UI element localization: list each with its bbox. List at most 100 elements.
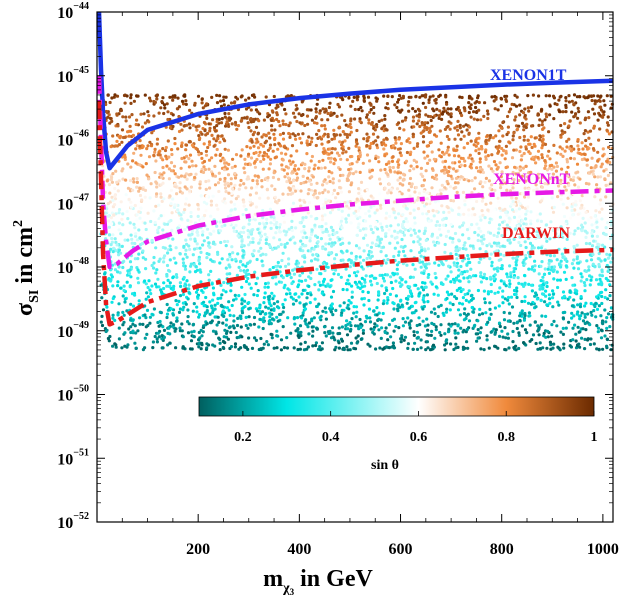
- scatter-point: [548, 157, 552, 161]
- scatter-point: [192, 302, 196, 306]
- scatter-point: [547, 297, 552, 301]
- scatter-point: [338, 237, 342, 241]
- scatter-point: [441, 160, 445, 164]
- scatter-point: [472, 110, 476, 114]
- scatter-point: [454, 169, 458, 173]
- scatter-point: [525, 122, 529, 126]
- scatter-point: [303, 200, 307, 204]
- scatter-point: [286, 214, 290, 218]
- scatter-point: [412, 167, 416, 171]
- scatter-point: [338, 133, 342, 137]
- scatter-point: [194, 164, 198, 168]
- scatter-point: [487, 346, 491, 350]
- scatter-point: [548, 340, 553, 344]
- scatter-point: [344, 267, 348, 271]
- scatter-point: [201, 230, 205, 234]
- scatter-points: [99, 93, 615, 352]
- scatter-point: [396, 178, 400, 182]
- scatter-point: [524, 147, 528, 151]
- scatter-point: [383, 330, 387, 335]
- scatter-point: [412, 146, 416, 150]
- scatter-point: [551, 296, 555, 300]
- scatter-point: [217, 117, 221, 121]
- scatter-point: [400, 225, 405, 229]
- scatter-point: [282, 168, 286, 172]
- scatter-point: [505, 223, 509, 227]
- scatter-point: [395, 263, 399, 267]
- scatter-point: [215, 101, 220, 105]
- scatter-point: [239, 325, 243, 329]
- scatter-point: [390, 201, 394, 205]
- scatter-point: [201, 233, 205, 237]
- scatter-point: [307, 166, 311, 170]
- scatter-point: [306, 211, 310, 215]
- scatter-point: [268, 268, 272, 272]
- scatter-point: [231, 157, 235, 161]
- scatter-point: [431, 209, 435, 213]
- scatter-point: [405, 150, 409, 155]
- scatter-point: [131, 159, 135, 163]
- scatter-point: [596, 326, 601, 330]
- scatter-point: [165, 302, 169, 307]
- scatter-point: [359, 180, 364, 184]
- scatter-point: [523, 107, 527, 111]
- scatter-point: [386, 298, 390, 302]
- scatter-point: [278, 238, 282, 242]
- scatter-point: [595, 245, 599, 249]
- scatter-point: [381, 245, 386, 249]
- scatter-point: [264, 134, 268, 138]
- scatter-point: [208, 321, 213, 325]
- scatter-point: [115, 180, 119, 184]
- scatter-point: [406, 346, 410, 350]
- scatter-point: [159, 214, 163, 218]
- scatter-point: [334, 196, 338, 200]
- scatter-point: [544, 94, 548, 98]
- scatter-point: [411, 347, 415, 351]
- scatter-point: [512, 270, 516, 274]
- scatter-point: [230, 122, 234, 126]
- scatter-point: [264, 238, 268, 242]
- scatter-point: [155, 340, 159, 344]
- scatter-point: [517, 240, 521, 245]
- scatter-point: [367, 118, 371, 122]
- scatter-point: [540, 260, 544, 264]
- scatter-point: [327, 233, 331, 237]
- scatter-point: [580, 311, 584, 315]
- scatter-point: [170, 211, 174, 215]
- scatter-point: [223, 179, 227, 183]
- scatter-point: [289, 276, 293, 280]
- scatter-point: [186, 331, 191, 335]
- scatter-point: [410, 182, 414, 186]
- scatter-point: [249, 203, 253, 207]
- scatter-point: [571, 213, 575, 217]
- scatter-point: [447, 165, 451, 169]
- scatter-point: [585, 158, 589, 162]
- scatter-point: [465, 128, 469, 132]
- scatter-point: [207, 167, 211, 171]
- scatter-point: [406, 297, 410, 301]
- scatter-point: [227, 222, 231, 226]
- scatter-point: [543, 142, 548, 146]
- scatter-point: [294, 226, 298, 230]
- scatter-point: [245, 177, 249, 181]
- scatter-point: [538, 287, 542, 291]
- scatter-point: [247, 96, 251, 100]
- scatter-point: [382, 141, 386, 145]
- scatter-point: [223, 176, 227, 181]
- scatter-point: [599, 328, 604, 332]
- scatter-point: [345, 204, 349, 208]
- scatter-point: [211, 309, 215, 313]
- scatter-point: [168, 269, 172, 273]
- scatter-point: [430, 186, 434, 190]
- scatter-point: [357, 280, 361, 284]
- scatter-point: [250, 252, 254, 256]
- scatter-point: [399, 245, 403, 249]
- scatter-point: [223, 186, 228, 190]
- scatter-point: [485, 109, 490, 113]
- scatter-point: [107, 225, 111, 229]
- scatter-point: [168, 95, 172, 99]
- scatter-point: [394, 324, 398, 329]
- scatter-point: [184, 302, 188, 306]
- scatter-point: [301, 132, 305, 136]
- scatter-point: [590, 223, 594, 227]
